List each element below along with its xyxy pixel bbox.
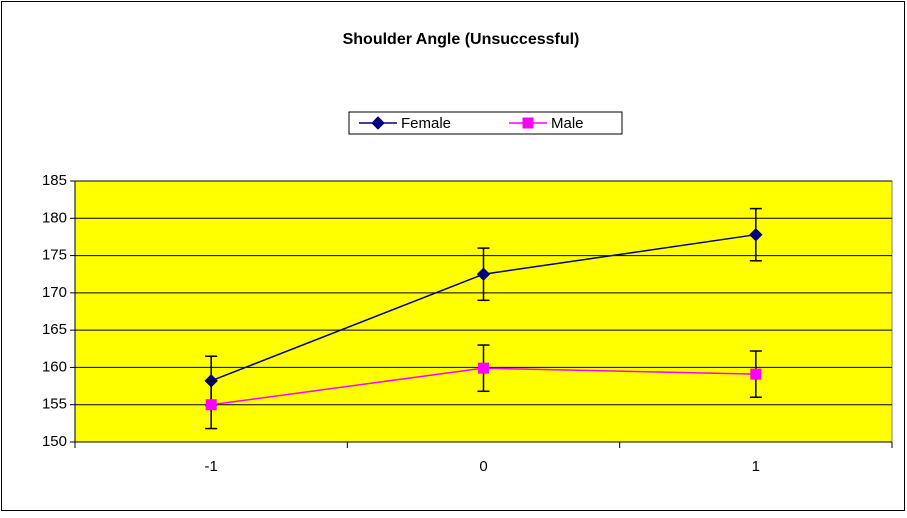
chart-title: Shoulder Angle (Unsuccessful) (343, 31, 580, 48)
y-tick-label: 165 (42, 321, 67, 338)
data-point (476, 267, 491, 281)
data-point (749, 227, 763, 242)
y-tick-label: 185 (42, 172, 67, 189)
legend-marker (522, 117, 534, 129)
x-tick-label: 0 (479, 458, 487, 475)
y-tick-label: 150 (42, 433, 67, 450)
y-tick-label: 155 (42, 396, 67, 413)
y-tick-label: 170 (42, 284, 67, 301)
data-point (205, 399, 217, 411)
x-tick-label: -1 (204, 458, 217, 475)
legend-box (348, 111, 623, 135)
data-point (478, 362, 489, 374)
legend-label: Male (551, 115, 584, 132)
legend-marker (371, 116, 385, 130)
data-point (750, 368, 762, 380)
plot-area (74, 180, 893, 443)
y-tick-label: 160 (42, 358, 67, 375)
y-tick-label: 180 (42, 209, 67, 226)
x-tick-label: 1 (752, 458, 760, 475)
y-tick-label: 175 (42, 247, 67, 264)
legend-label: Female (401, 115, 451, 132)
